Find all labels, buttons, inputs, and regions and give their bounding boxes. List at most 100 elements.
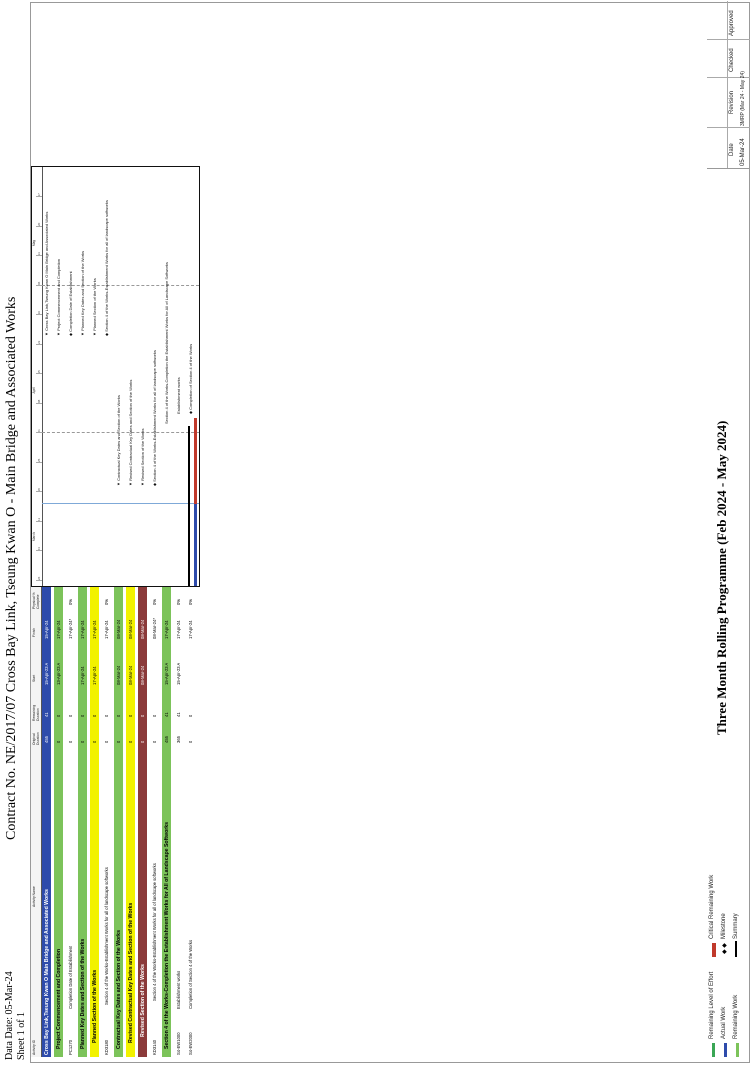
week-tick bbox=[36, 403, 42, 404]
gantt-label: ▼ Project Commencement and Completion bbox=[56, 258, 61, 336]
gantt-label: ▼ Revised Section of the Works bbox=[140, 428, 145, 486]
table-row[interactable]: Planned Section of the Works 0 0 17-Apr-24 1… bbox=[90, 587, 100, 1057]
original-duration: 0 bbox=[187, 740, 193, 743]
finish-date: 08-Mar-24 bbox=[115, 619, 121, 639]
original-duration: 455 bbox=[163, 736, 169, 743]
legend-level-of-effort: Remaining Level of Effort bbox=[709, 971, 715, 1039]
legend-actual-work: Actual Work bbox=[721, 1006, 727, 1039]
divider bbox=[707, 127, 750, 128]
legend-milestone: Milestone bbox=[721, 913, 727, 939]
activity-id: S4-EW2000 bbox=[187, 1032, 193, 1055]
start-date: 08-Mar-24 bbox=[115, 665, 121, 685]
table-row[interactable]: Planned Key Dates and Section of the Wor… bbox=[78, 587, 88, 1057]
date-value: 05-Mar-24 bbox=[740, 138, 746, 166]
week-tick bbox=[36, 491, 42, 493]
table-row[interactable]: Project Commencement and Completion 0 0 13-… bbox=[54, 587, 64, 1057]
finish-date: 17-Apr-24* bbox=[67, 618, 73, 639]
remaining-duration: 0 bbox=[187, 714, 193, 717]
original-duration: 0 bbox=[127, 740, 133, 743]
gantt-label: ▼ Revised Contractual Key Dates and Sect… bbox=[128, 379, 133, 486]
table-row[interactable]: Cross Bay Link,Tseung Kwan O Main Bridge… bbox=[42, 587, 52, 1057]
legend-remaining-work: Remaining Work bbox=[733, 994, 739, 1039]
activity-name: Revised Section of the Works bbox=[139, 964, 146, 1037]
table-row[interactable]: S4-EW1000 Establishment works 365 41 15-Apr-… bbox=[174, 587, 184, 1057]
remaining-duration: 0 bbox=[79, 714, 85, 717]
finish-date: 08-Mar-24* bbox=[151, 618, 157, 639]
legend-critical: Critical Remaining Work bbox=[709, 874, 715, 939]
table-row[interactable]: PC1270 Completion Date of Establishment 0 0… bbox=[66, 587, 76, 1057]
week-tick bbox=[36, 314, 42, 316]
physical-complete: 0% bbox=[187, 598, 193, 605]
activity-name: Section 4 of the Works-Establishment Wor… bbox=[151, 863, 157, 1001]
critical-work-bar bbox=[194, 418, 197, 504]
activity-name: Section 4 of the Works-Establishment Wor… bbox=[103, 867, 109, 1005]
original-duration: 455 bbox=[43, 736, 49, 743]
revision-header: Revision bbox=[729, 90, 735, 114]
revision-value: 3MRP (Mar 24 - May 24) bbox=[740, 71, 746, 126]
table-row[interactable]: KD3140 Section 4 of the Works-Establishme… bbox=[150, 587, 160, 1057]
activity-name: Project Commencement and Completion bbox=[55, 948, 62, 1049]
month-label: May bbox=[32, 239, 36, 246]
contract-title: Contract No. NE/2017/07 Cross Bay Link, … bbox=[4, 296, 19, 840]
remaining-duration: 41 bbox=[43, 712, 49, 717]
activity-id: KD3140 bbox=[151, 1039, 157, 1055]
table-row[interactable]: Revised Contractual Key Dates and Sectio… bbox=[126, 587, 136, 1057]
divider bbox=[727, 1, 728, 168]
table-row[interactable]: KD3180 Section 4 of the Works-Establishme… bbox=[102, 587, 112, 1057]
start-date: 08-Mar-24 bbox=[139, 665, 145, 685]
activity-id: PC1270 bbox=[67, 1039, 73, 1055]
sheet-number: Sheet 1 of 1 bbox=[16, 1011, 27, 1060]
finish-date: 17-Apr-24 bbox=[91, 620, 97, 639]
table-row[interactable]: Revised Section of the Works 0 0 08-Mar-24 0… bbox=[138, 587, 148, 1057]
remaining-duration: 0 bbox=[103, 714, 109, 717]
week-tick bbox=[36, 255, 42, 257]
month-label: April bbox=[32, 387, 36, 394]
legend-swatch-remaining-work bbox=[736, 1043, 739, 1057]
col-physical-complete: Physical % Complete bbox=[32, 592, 40, 609]
finish-date: 17-Apr-24 bbox=[79, 620, 85, 639]
gantt-label: ◆ Section 4 of the Works-Establishment W… bbox=[104, 200, 109, 336]
legend-swatch-level-of-effort bbox=[712, 1043, 715, 1057]
finish-date: 17-Apr-24 bbox=[103, 620, 109, 639]
gantt-label: ▼ Cross Bay Link,Tseung Kwan O Main Brid… bbox=[44, 211, 49, 336]
finish-date: 17-Apr-24 bbox=[55, 620, 61, 639]
remaining-duration: 0 bbox=[55, 714, 61, 717]
activity-table: Activity ID Activity Name Original Durat… bbox=[31, 587, 200, 1057]
original-duration: 0 bbox=[151, 740, 157, 743]
week-tick bbox=[36, 196, 42, 198]
legend: Remaining Level of Effort Actual Work Re… bbox=[708, 797, 750, 1057]
divider bbox=[707, 39, 750, 40]
gantt-chart: March April May 26 04 11 18 25 01 08 15 22 29 06 13 20 2… bbox=[31, 166, 200, 587]
col-remaining-duration: Remaining Duration bbox=[32, 704, 40, 721]
legend-summary: Summary bbox=[733, 913, 739, 939]
physical-complete: 0% bbox=[103, 598, 109, 605]
gantt-label: ▼ Contractual Key Dates and Section of t… bbox=[116, 395, 121, 486]
table-row[interactable]: S4-EW2000 Completion of Section 4 of the … bbox=[186, 587, 196, 1057]
finish-date: 17-Apr-24 bbox=[163, 620, 169, 639]
col-original-duration: Original Duration bbox=[32, 732, 40, 745]
col-start: Start bbox=[32, 674, 36, 682]
col-activity-id: Activity ID bbox=[32, 1039, 36, 1055]
activity-name: Planned Section of the Works bbox=[91, 969, 98, 1043]
remaining-duration: 41 bbox=[175, 712, 181, 717]
gantt-label: Establishment works bbox=[176, 377, 181, 414]
activity-name: Cross Bay Link,Tseung Kwan O Main Bridge… bbox=[43, 889, 50, 1055]
summary-icon bbox=[735, 941, 737, 957]
week-tick bbox=[36, 226, 42, 227]
activity-name: Planned Key Dates and Section of the Wor… bbox=[79, 938, 86, 1049]
gantt-timescale: March April May 26 04 11 18 25 01 08 15 22 29 06 13 20 2… bbox=[32, 167, 43, 586]
week-tick bbox=[36, 580, 42, 581]
activity-name: Establishment works bbox=[175, 970, 181, 1009]
milestone-icon: ◆ ◆ bbox=[722, 943, 728, 954]
original-duration: 0 bbox=[115, 740, 121, 743]
table-row[interactable]: Section 4 of the Works-Completion the Es… bbox=[162, 587, 172, 1057]
data-date: Data Date: 05-Mar-24 bbox=[4, 971, 15, 1060]
start-date: 17-Apr-24 bbox=[91, 666, 97, 685]
activity-id: S4-EW1000 bbox=[175, 1032, 181, 1055]
table-row[interactable]: Contractual Key Dates and Section of the… bbox=[114, 587, 124, 1057]
remaining-duration: 0 bbox=[127, 714, 133, 717]
legend-swatch-critical bbox=[712, 943, 716, 957]
actual-work-bar bbox=[194, 504, 197, 586]
programme-title: Three Month Rolling Programme (Feb 2024 … bbox=[714, 420, 729, 735]
gantt-label: ◆ Section 4 of the Works-Establishment W… bbox=[152, 350, 157, 486]
